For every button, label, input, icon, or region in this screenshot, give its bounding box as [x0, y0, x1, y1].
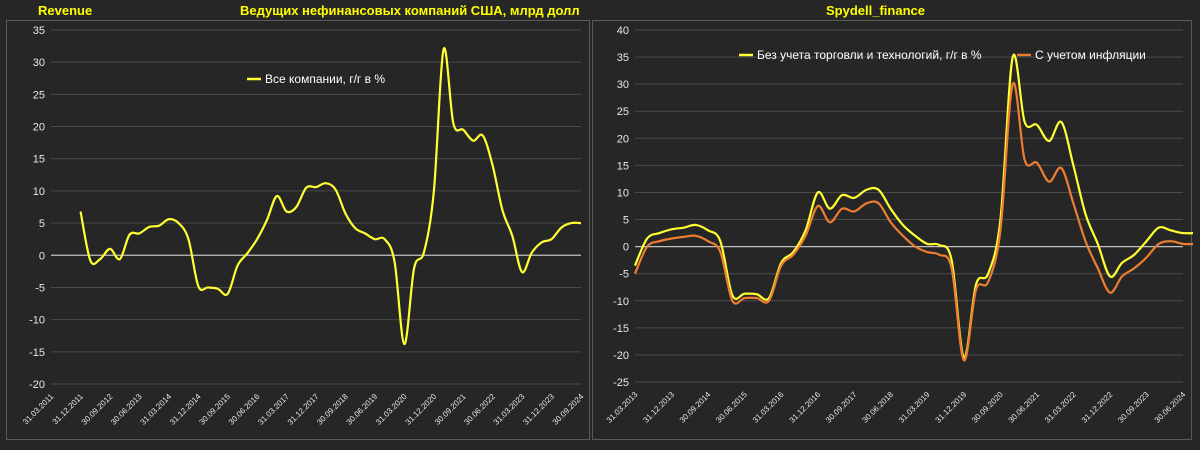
y-tick-label: 5	[39, 218, 45, 230]
y-tick-label: 30	[617, 79, 629, 91]
header-bar: Revenue Ведущих нефинансовых компаний СШ…	[0, 0, 1200, 20]
source-label: Spydell_finance	[826, 3, 925, 18]
y-tick-label: 20	[33, 122, 45, 134]
y-tick-label: 0	[39, 250, 45, 262]
chart-left-svg: -20-15-10-50510152025303531.03.201131.12…	[21, 25, 586, 427]
y-tick-label: 10	[33, 186, 45, 198]
x-tick-label: 30.06.2021	[1007, 390, 1042, 425]
x-tick-label: 31.03.2016	[751, 390, 786, 425]
y-tick-label: 15	[33, 154, 45, 166]
x-tick-label: 31.12.2016	[788, 390, 823, 425]
x-tick-label: 31.03.2019	[897, 390, 932, 425]
y-tick-label: -20	[29, 379, 45, 391]
y-tick-label: -15	[29, 347, 45, 359]
x-tick-label: 31.12.2022	[1080, 390, 1115, 425]
legend-label: С учетом инфляции	[1035, 48, 1146, 62]
legend-label: Все компании, г/г в %	[265, 72, 385, 86]
x-tick-label: 30.06.2024	[1153, 390, 1188, 425]
y-tick-label: 35	[33, 25, 45, 37]
x-tick-label: 30.09.2020	[970, 390, 1005, 425]
x-tick-label: 31.03.2022	[1043, 390, 1078, 425]
y-tick-label: -5	[619, 269, 629, 281]
y-tick-label: -10	[29, 315, 45, 327]
chart-panel-left: -20 -15 -10 -5 0 5 10 15 20 25 30 35 31.03.2011 31.12…	[6, 20, 590, 440]
x-tick-label: 30.09.2024	[551, 392, 586, 427]
y-tick-label: 30	[33, 57, 45, 69]
y-tick-label: -5	[35, 282, 45, 294]
series-line-1	[633, 81, 1193, 362]
series-line-0	[633, 53, 1193, 359]
series-line-0	[79, 47, 582, 346]
x-tick-label: 30.09.2017	[824, 390, 859, 425]
y-tick-label: 0	[623, 242, 629, 254]
chart-right-svg: -25 -20 -15 -10 -5 0 5 10 15 20 25 30 35 40 31.03.2013…	[605, 25, 1193, 425]
revenue-label: Revenue	[38, 3, 93, 18]
y-tick-label: 25	[33, 89, 45, 101]
y-tick-label: -15	[613, 323, 629, 335]
x-tick-label: 31.03.2013	[605, 390, 640, 425]
y-tick-label: 10	[617, 187, 629, 199]
y-tick-label: 35	[617, 52, 629, 64]
y-tick-label: 20	[617, 133, 629, 145]
chart-title: Ведущих нефинансовых компаний США, млрд …	[240, 3, 580, 18]
chart-panel-right: -25 -20 -15 -10 -5 0 5 10 15 20 25 30 35 40 31.03.2013…	[592, 20, 1193, 440]
y-tick-label: 25	[617, 106, 629, 118]
y-tick-label: -10	[613, 296, 629, 308]
x-tick-label: 31.12.2013	[641, 390, 676, 425]
legend-label: Без учета торговли и технологий, г/г в %	[757, 48, 982, 62]
x-tick-label: 30.06.2018	[860, 390, 895, 425]
y-tick-label: 40	[617, 25, 629, 37]
x-tick-label: 30.09.2023	[1116, 390, 1151, 425]
y-tick-label: 15	[617, 160, 629, 172]
x-tick-label: 30.09.2014	[678, 390, 713, 425]
x-tick-label: 31.12.2019	[934, 390, 969, 425]
y-tick-label: -25	[613, 377, 629, 389]
y-tick-label: -20	[613, 350, 629, 362]
y-tick-label: 5	[623, 215, 629, 227]
x-tick-label: 30.06.2015	[714, 390, 749, 425]
